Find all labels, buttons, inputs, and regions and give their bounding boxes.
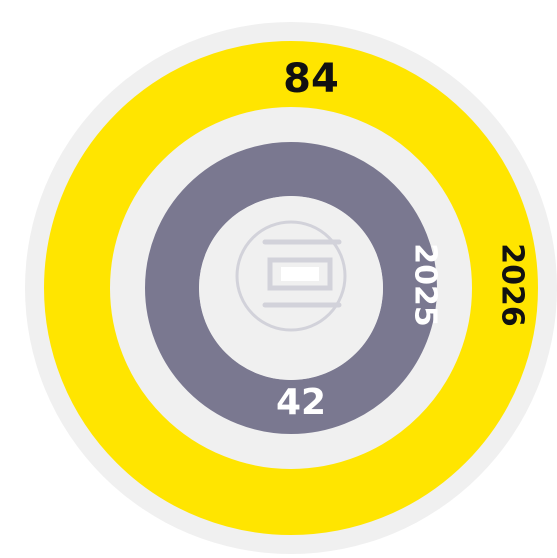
labels: 84 2026 42 2025 xyxy=(276,56,530,423)
ring xyxy=(145,142,437,434)
year-label: 2025 xyxy=(408,243,443,327)
center-icon xyxy=(235,220,347,332)
icon-circle xyxy=(235,220,347,332)
rings xyxy=(44,41,538,535)
year-label: 2026 xyxy=(495,243,530,327)
icon-box-inner xyxy=(281,267,319,281)
icon-box xyxy=(267,257,333,291)
value-label: 42 xyxy=(276,382,326,423)
value-label: 84 xyxy=(283,56,339,102)
ring xyxy=(44,41,538,535)
